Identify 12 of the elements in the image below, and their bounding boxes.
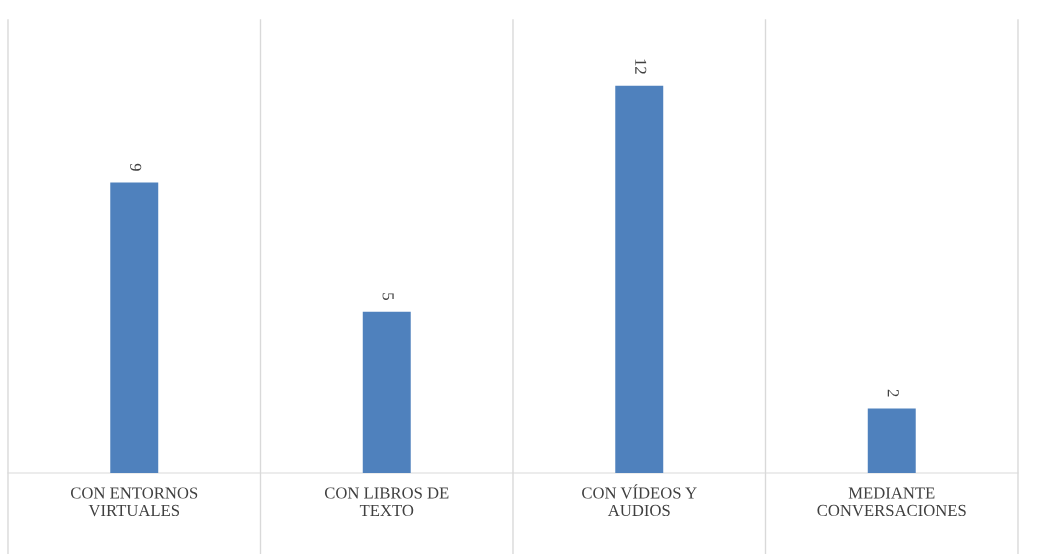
bar: [362, 311, 411, 473]
data-label: 12: [635, 59, 647, 74]
x-tick-label: CON LIBROS DE TEXTO: [324, 487, 449, 517]
bar: [110, 182, 159, 473]
x-tick-label: CON ENTORNOS VIRTUALES: [70, 487, 198, 517]
bar: [615, 85, 664, 473]
data-label: 9: [130, 163, 142, 171]
data-label: 5: [382, 293, 394, 300]
x-tick-label: MEDIANTE CONVERSACIONES: [817, 487, 966, 517]
data-label: 2: [887, 389, 899, 397]
bar: [867, 408, 916, 473]
x-tick-label: CON VÍDEOS Y AUDIOS: [582, 484, 697, 517]
